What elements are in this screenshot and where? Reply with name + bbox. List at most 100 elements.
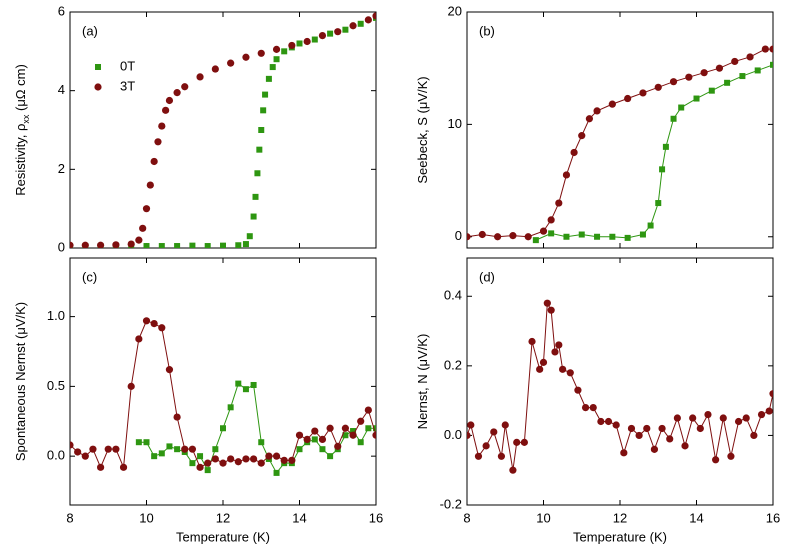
marker	[70, 241, 74, 248]
marker	[612, 421, 620, 429]
marker	[74, 448, 82, 456]
marker	[669, 78, 678, 86]
marker	[257, 459, 265, 467]
marker	[174, 446, 181, 453]
marker	[494, 233, 502, 241]
marker	[260, 107, 267, 114]
marker	[142, 205, 151, 213]
marker	[173, 413, 181, 421]
marker	[578, 231, 585, 238]
marker	[704, 410, 712, 419]
y-axis-label: Nernst, N (μV/K)	[415, 334, 430, 430]
marker	[501, 421, 509, 429]
marker	[219, 459, 227, 467]
marker	[474, 452, 483, 460]
marker	[227, 455, 235, 463]
y-tick-label: 1.0	[47, 308, 65, 323]
y-axis-label: Resistivity, ρxx (μΩ cm)	[13, 64, 31, 196]
marker	[548, 230, 555, 237]
y-tick-label: 0	[58, 239, 65, 254]
marker	[112, 445, 120, 453]
x-axis-label: Temperature (K)	[176, 529, 270, 544]
x-tick-label: 10	[139, 510, 153, 525]
y-axis-label: Spontaneous Nernst (μV/K)	[13, 302, 28, 461]
plot-frame	[69, 11, 377, 249]
marker	[654, 83, 662, 91]
marker	[265, 452, 273, 460]
x-tick-label: 12	[613, 510, 627, 525]
marker	[357, 439, 364, 446]
marker	[158, 324, 166, 332]
marker	[350, 428, 357, 435]
y-tick-label: 0.2	[444, 357, 462, 372]
marker	[211, 455, 219, 463]
marker	[562, 171, 571, 179]
marker	[467, 233, 471, 241]
marker	[609, 233, 616, 240]
y-axis-label-part: Spontaneous Nernst (μV/K)	[13, 302, 28, 461]
marker	[280, 456, 288, 464]
panel: 0 10 20 Seebeck, S (μV/K) (b)	[415, 3, 774, 249]
marker	[608, 100, 616, 108]
marker	[211, 65, 219, 73]
marker	[262, 91, 269, 98]
marker	[509, 466, 517, 474]
marker	[673, 414, 681, 422]
legend-marker	[95, 64, 101, 70]
marker	[235, 380, 242, 387]
marker	[551, 348, 559, 356]
marker	[288, 456, 296, 464]
marker	[165, 96, 174, 105]
marker	[158, 450, 165, 457]
marker	[373, 425, 376, 432]
marker	[97, 463, 105, 471]
marker	[104, 445, 112, 453]
marker	[150, 319, 158, 328]
marker	[254, 170, 261, 177]
marker	[269, 64, 276, 71]
plot-area	[70, 317, 376, 476]
marker	[734, 417, 743, 426]
marker	[693, 95, 700, 102]
marker	[727, 452, 735, 460]
marker	[689, 414, 697, 422]
x-tick-label: 16	[766, 510, 780, 525]
marker	[204, 243, 211, 248]
marker	[364, 16, 372, 24]
y-tick-label: 4	[58, 82, 65, 97]
marker	[227, 404, 234, 411]
marker	[318, 31, 327, 40]
series-line	[467, 48, 773, 238]
marker	[372, 431, 376, 439]
marker	[604, 417, 613, 426]
y-tick-label: 0.0	[444, 427, 462, 442]
marker	[570, 148, 578, 157]
marker	[643, 424, 651, 433]
y-tick-label: -0.2	[440, 496, 462, 511]
marker	[327, 30, 334, 37]
y-tick-label: 2	[58, 161, 65, 176]
marker	[761, 45, 769, 53]
marker	[666, 435, 674, 443]
plot-frame	[69, 257, 377, 506]
marker	[246, 233, 253, 240]
marker	[539, 227, 548, 235]
marker	[578, 132, 586, 140]
y-tick-label: 20	[448, 3, 462, 18]
y-tick-label: 6	[58, 3, 65, 18]
marker	[563, 233, 570, 240]
marker	[650, 445, 659, 453]
series-line	[70, 320, 376, 469]
x-tick-label: 14	[689, 510, 703, 525]
legend-marker	[94, 83, 102, 91]
plot-frame	[466, 11, 774, 249]
marker	[509, 232, 517, 240]
marker	[624, 94, 632, 103]
marker	[719, 414, 727, 422]
marker	[478, 230, 486, 239]
marker	[597, 417, 605, 426]
marker	[227, 59, 235, 67]
marker	[166, 443, 173, 450]
marker	[547, 306, 555, 314]
marker	[146, 181, 154, 189]
